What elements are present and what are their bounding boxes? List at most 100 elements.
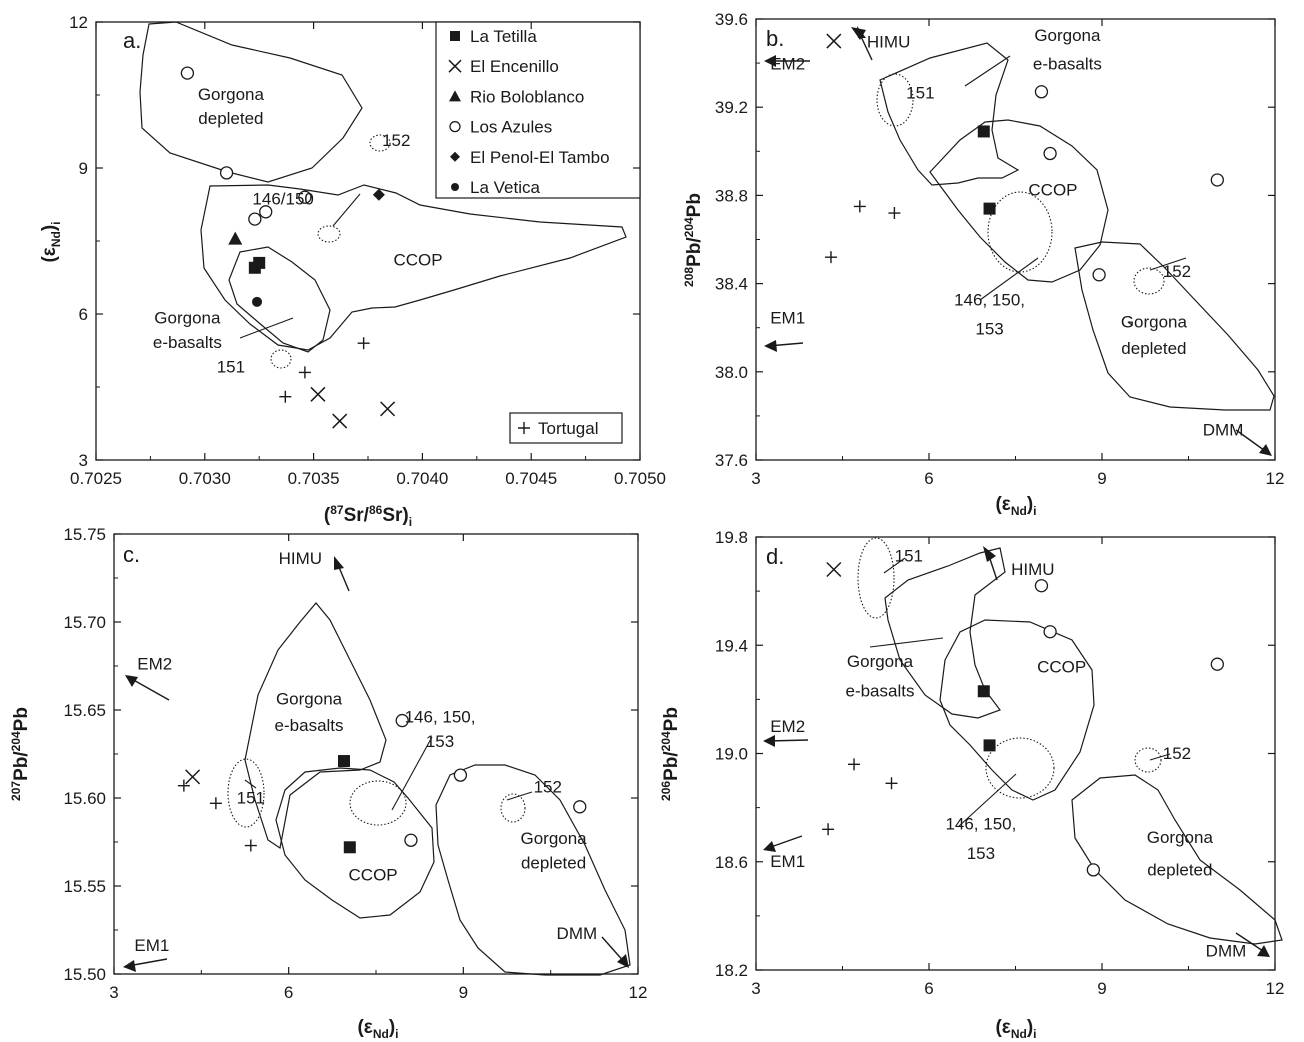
data-point-cross (332, 413, 348, 429)
y-tick-label: 6 (79, 305, 88, 324)
annotation-label: 153 (975, 319, 1003, 338)
data-point-plus (298, 366, 311, 379)
panel-a-legend: La Tetilla El Encenillo Rio Boloblanco Los … (448, 27, 610, 438)
x-tick-label: 6 (924, 979, 933, 998)
field-146-150-c (349, 780, 407, 826)
field-151-c (227, 758, 265, 828)
leader-146-150-b (979, 257, 1039, 301)
field-146-150-d (985, 737, 1055, 799)
data-point-open-circle (248, 212, 262, 226)
data-point-cross (185, 769, 201, 785)
x-tick-label: 6 (924, 469, 933, 488)
annotation-label: 152 (534, 778, 562, 797)
leader-depleted-b (1127, 321, 1133, 326)
panel-b-ticks: 3 6 9 12 37.6 38.0 38.4 38.8 39.2 39.6 (715, 10, 1285, 488)
data-point-open-circle (259, 205, 273, 219)
legend-symbol-filled-triangle (449, 90, 461, 102)
svg-text:(εNd)i: (εNd)i (39, 221, 63, 262)
y-tick-label: 15.50 (63, 965, 106, 984)
data-point-filled-square (343, 841, 356, 854)
legend-label: El Penol-El Tambo (470, 148, 610, 167)
annotation-label: e-basalts (1033, 55, 1102, 74)
data-point-open-circle (1210, 173, 1224, 187)
panel-d-ylabel: 206Pb/204Pb (659, 707, 682, 801)
panel-a-ylabel: (εNd)i (39, 221, 63, 262)
field-ccop-a (200, 184, 627, 351)
y-tick-label: 15.60 (63, 789, 106, 808)
field-gorgona-depleted-b (1074, 241, 1275, 411)
legend-box-a (435, 21, 641, 199)
arrow-head-em1-d (763, 841, 776, 852)
annotation-label: Gorgona (847, 652, 914, 671)
panel-b-frame (755, 18, 1276, 461)
annotation-label: EM2 (770, 717, 805, 736)
annotation-label: EM2 (137, 655, 172, 674)
legend-symbol-plus (518, 422, 530, 434)
annotation-label: EM2 (770, 55, 805, 74)
panel-d: 3 6 9 12 18.2 18.6 19.0 19.4 19.8 151 HIMU Gorgona… (659, 528, 1284, 1041)
field-gorgona-ebasalts-a (228, 246, 331, 353)
data-point-plus (853, 200, 866, 213)
y-tick-label: 38.0 (715, 363, 748, 382)
data-point-cross (826, 33, 842, 49)
annotation-label: CCOP (349, 866, 398, 885)
legend-symbol-filled-circle (451, 183, 459, 191)
leader-146-150-c (391, 736, 433, 811)
panel-a-labels: Gorgona depleted 152 146/150 CCOP Gorgona e-ba… (153, 85, 443, 377)
leader-ebasalts-a (239, 317, 294, 339)
x-tick-label: 12 (1266, 979, 1285, 998)
x-tick-label: 0.7035 (288, 469, 340, 488)
legend-label: La Vetica (470, 178, 540, 197)
annotation-label: depleted (1121, 339, 1186, 358)
data-point-plus (244, 839, 257, 852)
y-tick-label: 15.65 (63, 701, 106, 720)
panel-c-labels: HIMU EM2 Gorgona e-basalts 146, 150, 153 151 15… (134, 549, 597, 955)
annotation-label: depleted (198, 109, 263, 128)
field-ccop-c (275, 767, 435, 919)
arrow-head-dmm-b (1259, 444, 1272, 456)
annotation-label: 151 (906, 83, 934, 102)
annotation-label: 152 (1163, 262, 1191, 281)
panel-c: 3 6 9 12 15.50 15.55 15.60 15.65 15.70 15.75 HIMU… (9, 525, 647, 1041)
data-point-open-circle (395, 713, 409, 728)
leader-151-d (883, 557, 906, 574)
legend-label-tortugal: Tortugal (538, 419, 598, 438)
x-tick-label: 9 (1097, 979, 1106, 998)
annotation-label: DMM (557, 924, 598, 943)
x-tick-label: 0.7040 (396, 469, 448, 488)
leader-152-c (506, 791, 533, 801)
panel-b-points (824, 33, 1224, 282)
arrow-head-em1-c (123, 960, 136, 972)
arrow-head-dmm-c (617, 954, 629, 968)
x-tick-label: 0.7045 (505, 469, 557, 488)
y-tick-label: 39.2 (715, 98, 748, 117)
data-point-open-circle (1043, 146, 1057, 161)
annotation-label: depleted (1147, 860, 1212, 879)
annotation-label: Gorgona (1034, 26, 1101, 45)
data-point-open-circle (219, 166, 234, 180)
legend-label: La Tetilla (470, 27, 537, 46)
x-tick-label: 0.7025 (70, 469, 122, 488)
legend-symbol-cross (448, 59, 462, 73)
y-tick-label: 38.4 (715, 275, 748, 294)
panel-d-frame (755, 536, 1276, 971)
annotation-label: e-basalts (275, 716, 344, 735)
legend-symbol-filled-diamond (450, 151, 460, 162)
annotation-label: Gorgona (198, 85, 265, 104)
panel-a-letter: a. (123, 28, 141, 53)
field-152-c (500, 793, 526, 823)
annotation-label: EM1 (134, 936, 169, 955)
data-point-filled-square (977, 685, 990, 698)
panel-c-ticks: 3 6 9 12 15.50 15.55 15.60 15.65 15.70 15.75 (63, 525, 647, 1002)
y-tick-label: 37.6 (715, 451, 748, 470)
data-point-plus (209, 797, 222, 810)
panel-b-fields (764, 26, 1275, 456)
y-tick-label: 19.4 (715, 636, 748, 655)
y-tick-label: 39.6 (715, 10, 748, 29)
data-point-filled-square (977, 125, 990, 138)
y-tick-label: 9 (79, 159, 88, 178)
field-gorgona-depleted-c (435, 764, 631, 976)
data-point-plus (885, 777, 898, 790)
data-point-plus (848, 758, 861, 771)
data-point-plus (888, 207, 901, 220)
